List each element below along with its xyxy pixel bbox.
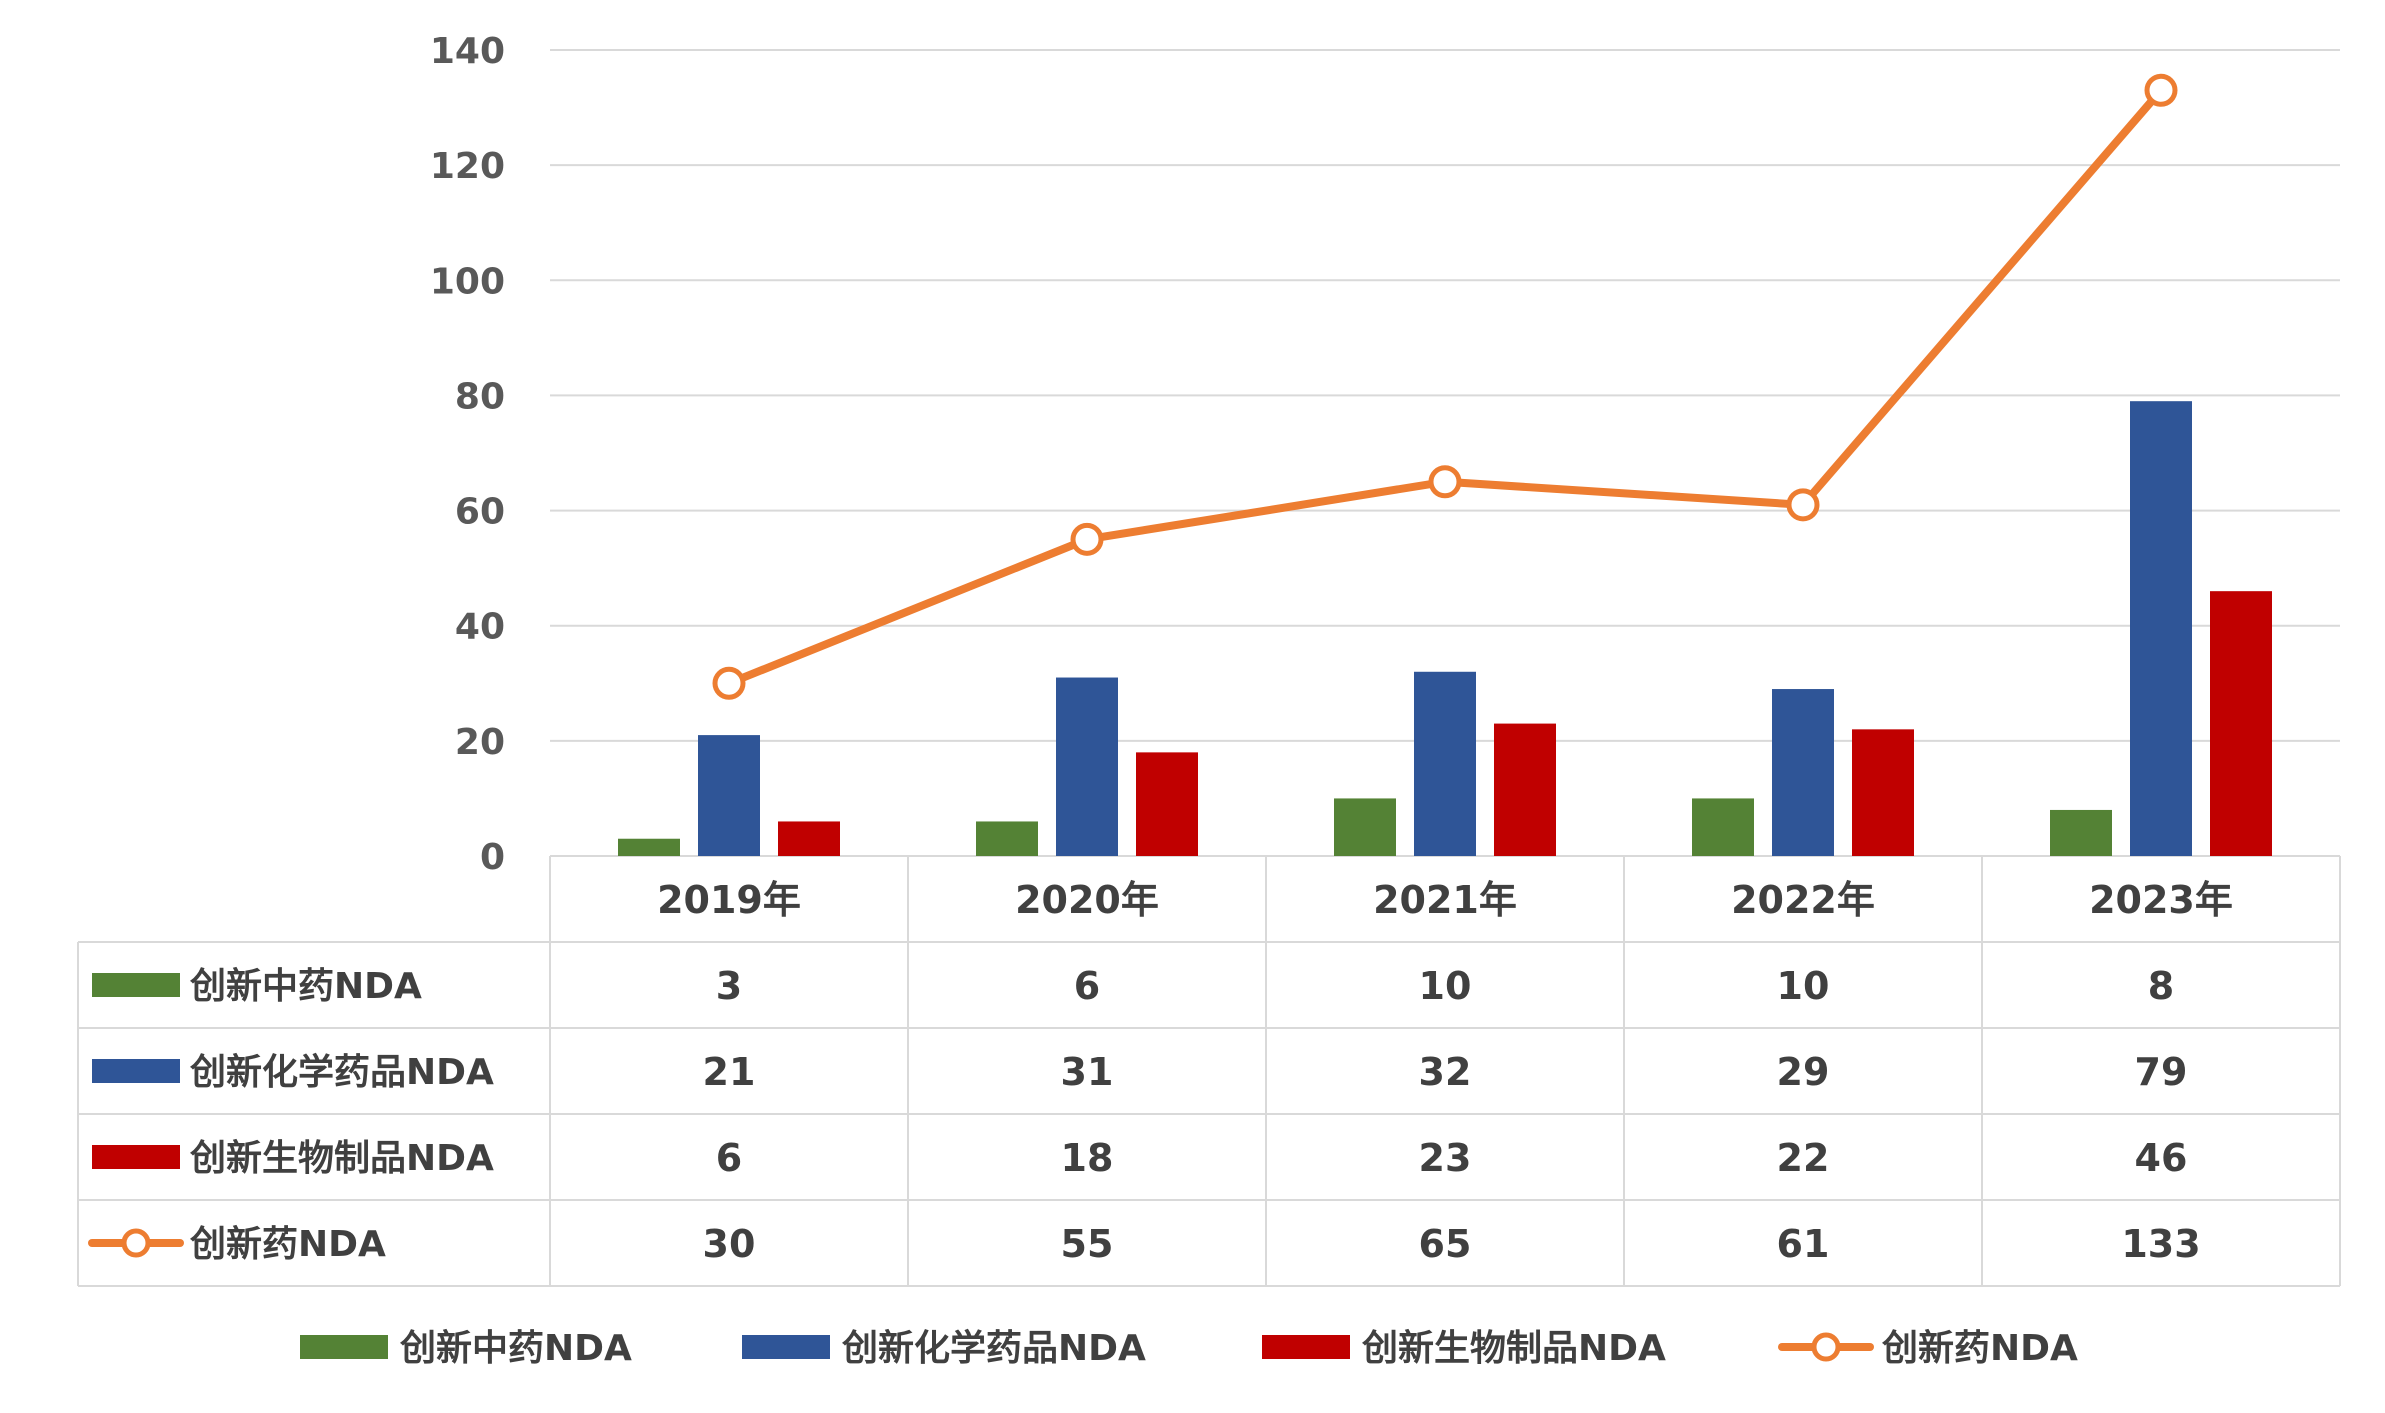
legend-swatch: [92, 1059, 180, 1083]
bar: [1056, 677, 1118, 856]
table-cell-value: 3: [716, 964, 742, 1008]
bar: [2130, 401, 2192, 856]
y-tick-label: 120: [430, 146, 505, 187]
bar: [1692, 798, 1754, 856]
table-cell-value: 21: [703, 1050, 756, 1094]
legend-swatch: [1262, 1335, 1350, 1359]
x-category-label: 2023年: [2089, 878, 2233, 922]
table-cell-value: 79: [2135, 1050, 2188, 1094]
table-row-label: 创新中药NDA: [190, 966, 422, 1007]
table-cell-value: 32: [1419, 1050, 1472, 1094]
table-row-label: 创新化学药品NDA: [190, 1051, 494, 1093]
table-cell-value: 18: [1061, 1136, 1114, 1180]
legend-marker: [1811, 1332, 1841, 1362]
table-cell-value: 6: [1074, 964, 1100, 1008]
legend-swatch: [300, 1335, 388, 1359]
legend-label: 创新化学药品NDA: [842, 1327, 1146, 1369]
y-tick-label: 140: [430, 31, 505, 72]
table-row-label: 创新药NDA: [190, 1224, 386, 1265]
bar: [2050, 809, 2112, 856]
legend-swatch: [92, 973, 180, 997]
line-point: [1070, 522, 1104, 556]
bar: [2210, 591, 2272, 856]
legend-marker: [121, 1228, 151, 1258]
table-cell-value: 55: [1061, 1222, 1114, 1266]
legend-label: 创新中药NDA: [400, 1328, 632, 1369]
line-point: [1786, 488, 1820, 522]
table-cell-value: 10: [1419, 964, 1472, 1008]
bar: [698, 735, 760, 856]
table-cell-value: 29: [1777, 1050, 1830, 1094]
bar: [976, 821, 1038, 856]
legend-label: 创新药NDA: [1882, 1328, 2078, 1369]
legend-swatch: [742, 1335, 830, 1359]
table-cell-value: 46: [2135, 1136, 2188, 1180]
table-cell-value: 8: [2148, 964, 2174, 1008]
bar: [1852, 729, 1914, 856]
x-category-label: 2019年: [657, 878, 801, 922]
y-tick-label: 40: [455, 607, 505, 648]
series-line: [725, 86, 2165, 688]
bar: [1334, 798, 1396, 856]
table-row-label: 创新生物制品NDA: [190, 1138, 494, 1179]
legend-swatch: [92, 1145, 180, 1169]
y-tick-label: 80: [455, 376, 505, 417]
x-category-label: 2021年: [1373, 878, 1517, 922]
x-category-label: 2020年: [1015, 878, 1159, 922]
table-cell-value: 133: [2121, 1222, 2200, 1266]
y-tick-label: 0: [480, 837, 505, 878]
bar: [778, 821, 840, 856]
table-cell-value: 65: [1419, 1222, 1472, 1266]
bar: [1136, 752, 1198, 856]
x-category-label: 2022年: [1731, 878, 1875, 922]
line-point: [2144, 73, 2178, 107]
line-point: [712, 666, 746, 700]
table-cell-value: 23: [1419, 1136, 1472, 1180]
table-cell-value: 31: [1061, 1050, 1114, 1094]
table-cell-value: 22: [1777, 1136, 1830, 1180]
y-tick-label: 60: [455, 492, 505, 533]
legend-label: 创新生物制品NDA: [1362, 1328, 1666, 1369]
y-tick-label: 100: [430, 261, 505, 302]
table-cell-value: 61: [1777, 1222, 1830, 1266]
bar: [1414, 671, 1476, 856]
bar: [618, 838, 680, 856]
line-point: [1428, 465, 1462, 499]
table-cell-value: 10: [1777, 964, 1830, 1008]
bar: [1772, 689, 1834, 856]
table-cell-value: 30: [703, 1222, 756, 1266]
bar: [1494, 723, 1556, 856]
y-tick-label: 20: [455, 722, 505, 763]
table-cell-value: 6: [716, 1136, 742, 1180]
